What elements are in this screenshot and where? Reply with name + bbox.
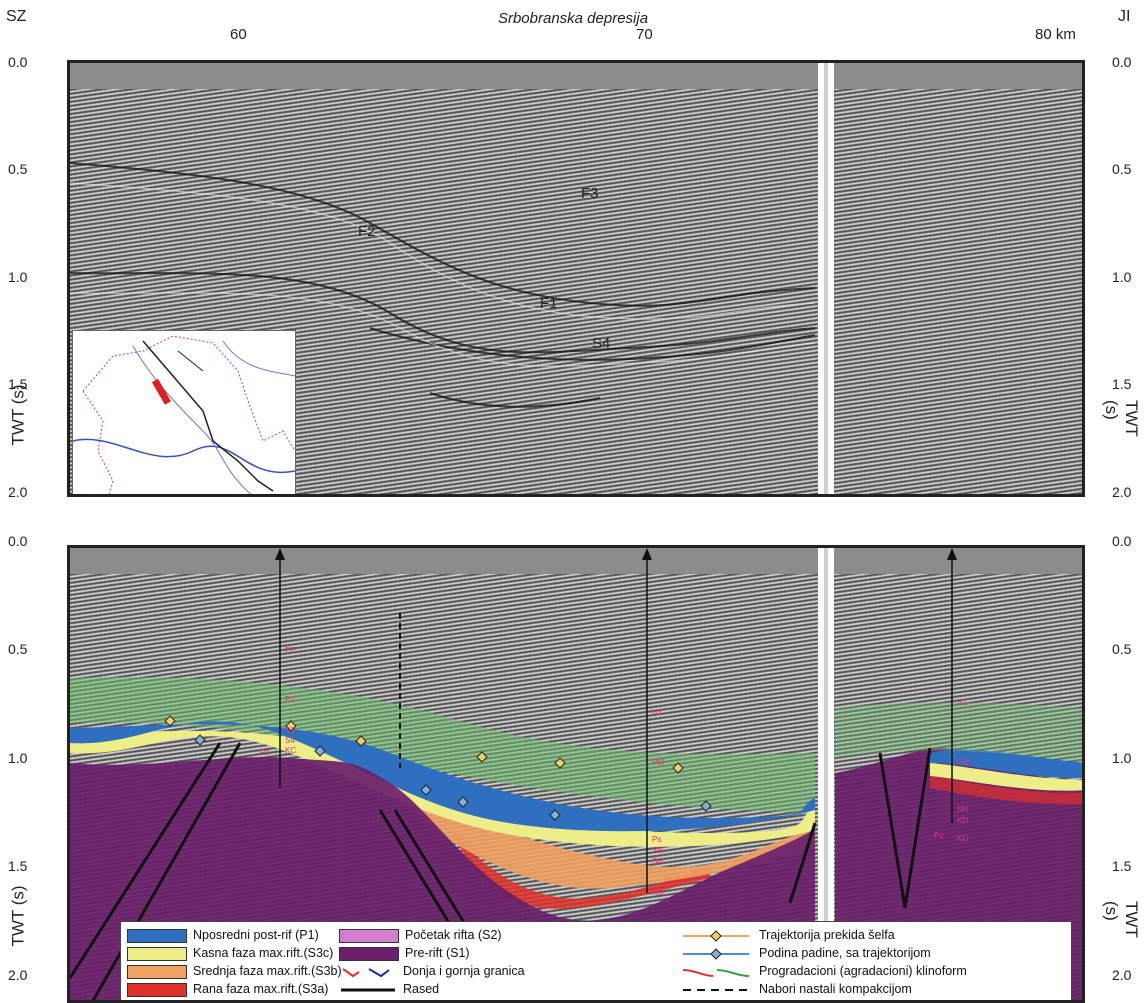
bottom-y-tick-0: 0.0 bbox=[8, 533, 28, 549]
well2-top-ps: Ps bbox=[652, 835, 662, 844]
top-y-tick-20-right: 2.0 bbox=[1112, 484, 1132, 500]
top-mask-bottom bbox=[70, 548, 1082, 574]
legend-label-compaction: Nabori nastali kompakcijom bbox=[759, 982, 912, 996]
well3-top-kd: KD bbox=[957, 816, 969, 825]
legend-swatch-s3c bbox=[127, 946, 187, 961]
top-y-tick-10-right: 1.0 bbox=[1112, 269, 1132, 285]
x-tick-70: 70 bbox=[636, 26, 653, 43]
horizon-label-s4: S4 bbox=[592, 335, 611, 352]
fault-line-icon bbox=[341, 988, 395, 992]
horizon-label-f1: F1 bbox=[540, 295, 558, 312]
well2-top-sh: SH bbox=[652, 857, 664, 866]
legend-item-shelf-break: Trajektorija prekida šelfa bbox=[681, 928, 895, 943]
legend-item-slope-base: Podina padine, sa trajektorijom bbox=[681, 946, 931, 961]
well1-top-pe: PE bbox=[285, 646, 296, 655]
legend-box: Nposredni post-rif (P1) Kasna faza max.r… bbox=[120, 921, 1072, 1000]
legend-swatch-s2 bbox=[339, 928, 399, 943]
bottom-y-tick-05-right: 0.5 bbox=[1112, 641, 1132, 657]
legend-label-shelf-break: Trajektorija prekida šelfa bbox=[759, 928, 895, 942]
legend-item-s3c: Kasna faza max.rift.(S3c) bbox=[127, 946, 333, 961]
top-y-axis-title-left: TWT (s) bbox=[8, 384, 28, 446]
top-panel-reflectors bbox=[70, 162, 816, 408]
bottom-y-tick-15-right: 1.5 bbox=[1112, 858, 1132, 874]
location-inset-map bbox=[72, 330, 296, 494]
bottom-y-tick-20: 2.0 bbox=[8, 967, 28, 983]
legend-label-s1: Pre-rift (S1) bbox=[405, 946, 470, 960]
legend-label-s3c: Kasna faza max.rift.(S3c) bbox=[193, 946, 334, 960]
clinoform-icon bbox=[682, 968, 750, 977]
legend-item-compaction: Nabori nastali kompakcijom bbox=[681, 982, 912, 997]
bottom-y-tick-20-right: 2.0 bbox=[1112, 967, 1132, 983]
top-y-tick-0-right: 0.0 bbox=[1112, 54, 1132, 70]
well2-top-pm: PM bbox=[652, 758, 664, 767]
bottom-y-axis-title-right: TWT (s) bbox=[1102, 901, 1141, 938]
well3-top-pm: PM bbox=[957, 758, 969, 767]
well3-top-ko: KO bbox=[957, 834, 969, 843]
top-y-tick-10: 1.0 bbox=[8, 269, 28, 285]
data-gap-bottom bbox=[818, 548, 834, 1000]
well3-top-hz: HZ bbox=[957, 698, 968, 707]
legend-item-fault: Rased bbox=[339, 982, 439, 997]
top-y-tick-05-right: 0.5 bbox=[1112, 161, 1132, 177]
legend-item-s3a: Rana faza max.rift.(S3a) bbox=[127, 982, 328, 997]
bottom-y-tick-10: 1.0 bbox=[8, 750, 28, 766]
legend-label-fault: Rased bbox=[403, 982, 440, 996]
well2-top-sn: SN bbox=[652, 846, 664, 855]
boundary-arrows-icon bbox=[342, 967, 390, 977]
bottom-y-tick-05: 0.5 bbox=[8, 641, 28, 657]
legend-item-s2: Početak rifta (S2) bbox=[339, 928, 502, 943]
well2-top-hz: HZ bbox=[652, 708, 663, 717]
legend-label-clinoform: Progradacioni (agradacioni) klinoform bbox=[759, 964, 967, 978]
well2-top-kd: KD bbox=[652, 888, 664, 897]
legend-item-s1: Pre-rift (S1) bbox=[339, 946, 470, 961]
legend-item-p1: Nposredni post-rif (P1) bbox=[127, 928, 319, 943]
top-mask bbox=[70, 63, 1082, 89]
horizon-label-f2: F2 bbox=[358, 223, 376, 240]
top-y-tick-15: 1.5 bbox=[8, 376, 28, 392]
inset-map-graphic bbox=[72, 335, 296, 494]
well3-top-pz: Pz bbox=[934, 831, 944, 840]
shelf-break-trajectory-icon bbox=[683, 929, 749, 942]
legend-label-s3b: Srednja faza max.rift.(S3b) bbox=[193, 964, 342, 978]
legend-label-boundary: Donja i gornja granica bbox=[403, 964, 525, 978]
legend-item-boundary: Donja i gornja granica bbox=[339, 964, 525, 979]
legend-swatch-s3a bbox=[127, 982, 187, 997]
legend-item-clinoform: Progradacioni (agradacioni) klinoform bbox=[681, 964, 967, 979]
legend-label-s2: Početak rifta (S2) bbox=[405, 928, 502, 942]
well3-top-sh: SH bbox=[957, 805, 969, 814]
legend-label-s3a: Rana faza max.rift.(S3a) bbox=[193, 982, 329, 996]
data-gap bbox=[818, 63, 834, 494]
left-direction-label: SZ bbox=[6, 8, 27, 25]
bottom-y-tick-15: 1.5 bbox=[8, 858, 28, 874]
well1-top-kc: KC bbox=[285, 746, 297, 755]
top-y-tick-0: 0.0 bbox=[8, 54, 28, 70]
legend-label-p1: Nposredni post-rif (P1) bbox=[193, 928, 319, 942]
bottom-y-tick-10-right: 1.0 bbox=[1112, 750, 1132, 766]
top-y-axis-title-right: TWT (s) bbox=[1102, 400, 1141, 437]
legend-swatch-s3b bbox=[127, 964, 187, 979]
x-tick-80: 80 km bbox=[1035, 26, 1076, 43]
top-y-tick-05: 0.5 bbox=[8, 161, 28, 177]
bottom-interpreted-panel: PE P1 F1 S4 KC Pz HZ PM Ps SN SH KD HZ P… bbox=[67, 545, 1085, 1003]
well1-top-p1: P1 bbox=[285, 695, 295, 704]
well1-top-f1: F1 bbox=[285, 726, 295, 735]
x-tick-60: 60 bbox=[230, 26, 247, 43]
legend-item-s3b: Srednja faza max.rift.(S3b) bbox=[127, 964, 342, 979]
top-y-tick-15-right: 1.5 bbox=[1112, 376, 1132, 392]
horizon-label-f3: F3 bbox=[581, 185, 599, 202]
legend-label-slope-base: Podina padine, sa trajektorijom bbox=[759, 946, 931, 960]
right-direction-label: JI bbox=[1118, 8, 1131, 25]
slope-base-trajectory-icon bbox=[683, 947, 749, 960]
well1-top-pz: Pz bbox=[260, 748, 270, 757]
top-seismic-panel: F3 F2 F1 S4 bbox=[67, 60, 1085, 497]
bottom-y-tick-0-right: 0.0 bbox=[1112, 533, 1132, 549]
section-subtitle: Srbobranska depresija bbox=[497, 10, 649, 27]
legend-swatch-p1 bbox=[127, 928, 187, 943]
well1-top-s4: S4 bbox=[285, 736, 295, 745]
bottom-y-axis-title-left: TWT (s) bbox=[8, 885, 28, 947]
legend-swatch-s1 bbox=[339, 946, 399, 961]
dashed-line-icon bbox=[683, 988, 749, 991]
top-y-tick-20: 2.0 bbox=[8, 484, 28, 500]
